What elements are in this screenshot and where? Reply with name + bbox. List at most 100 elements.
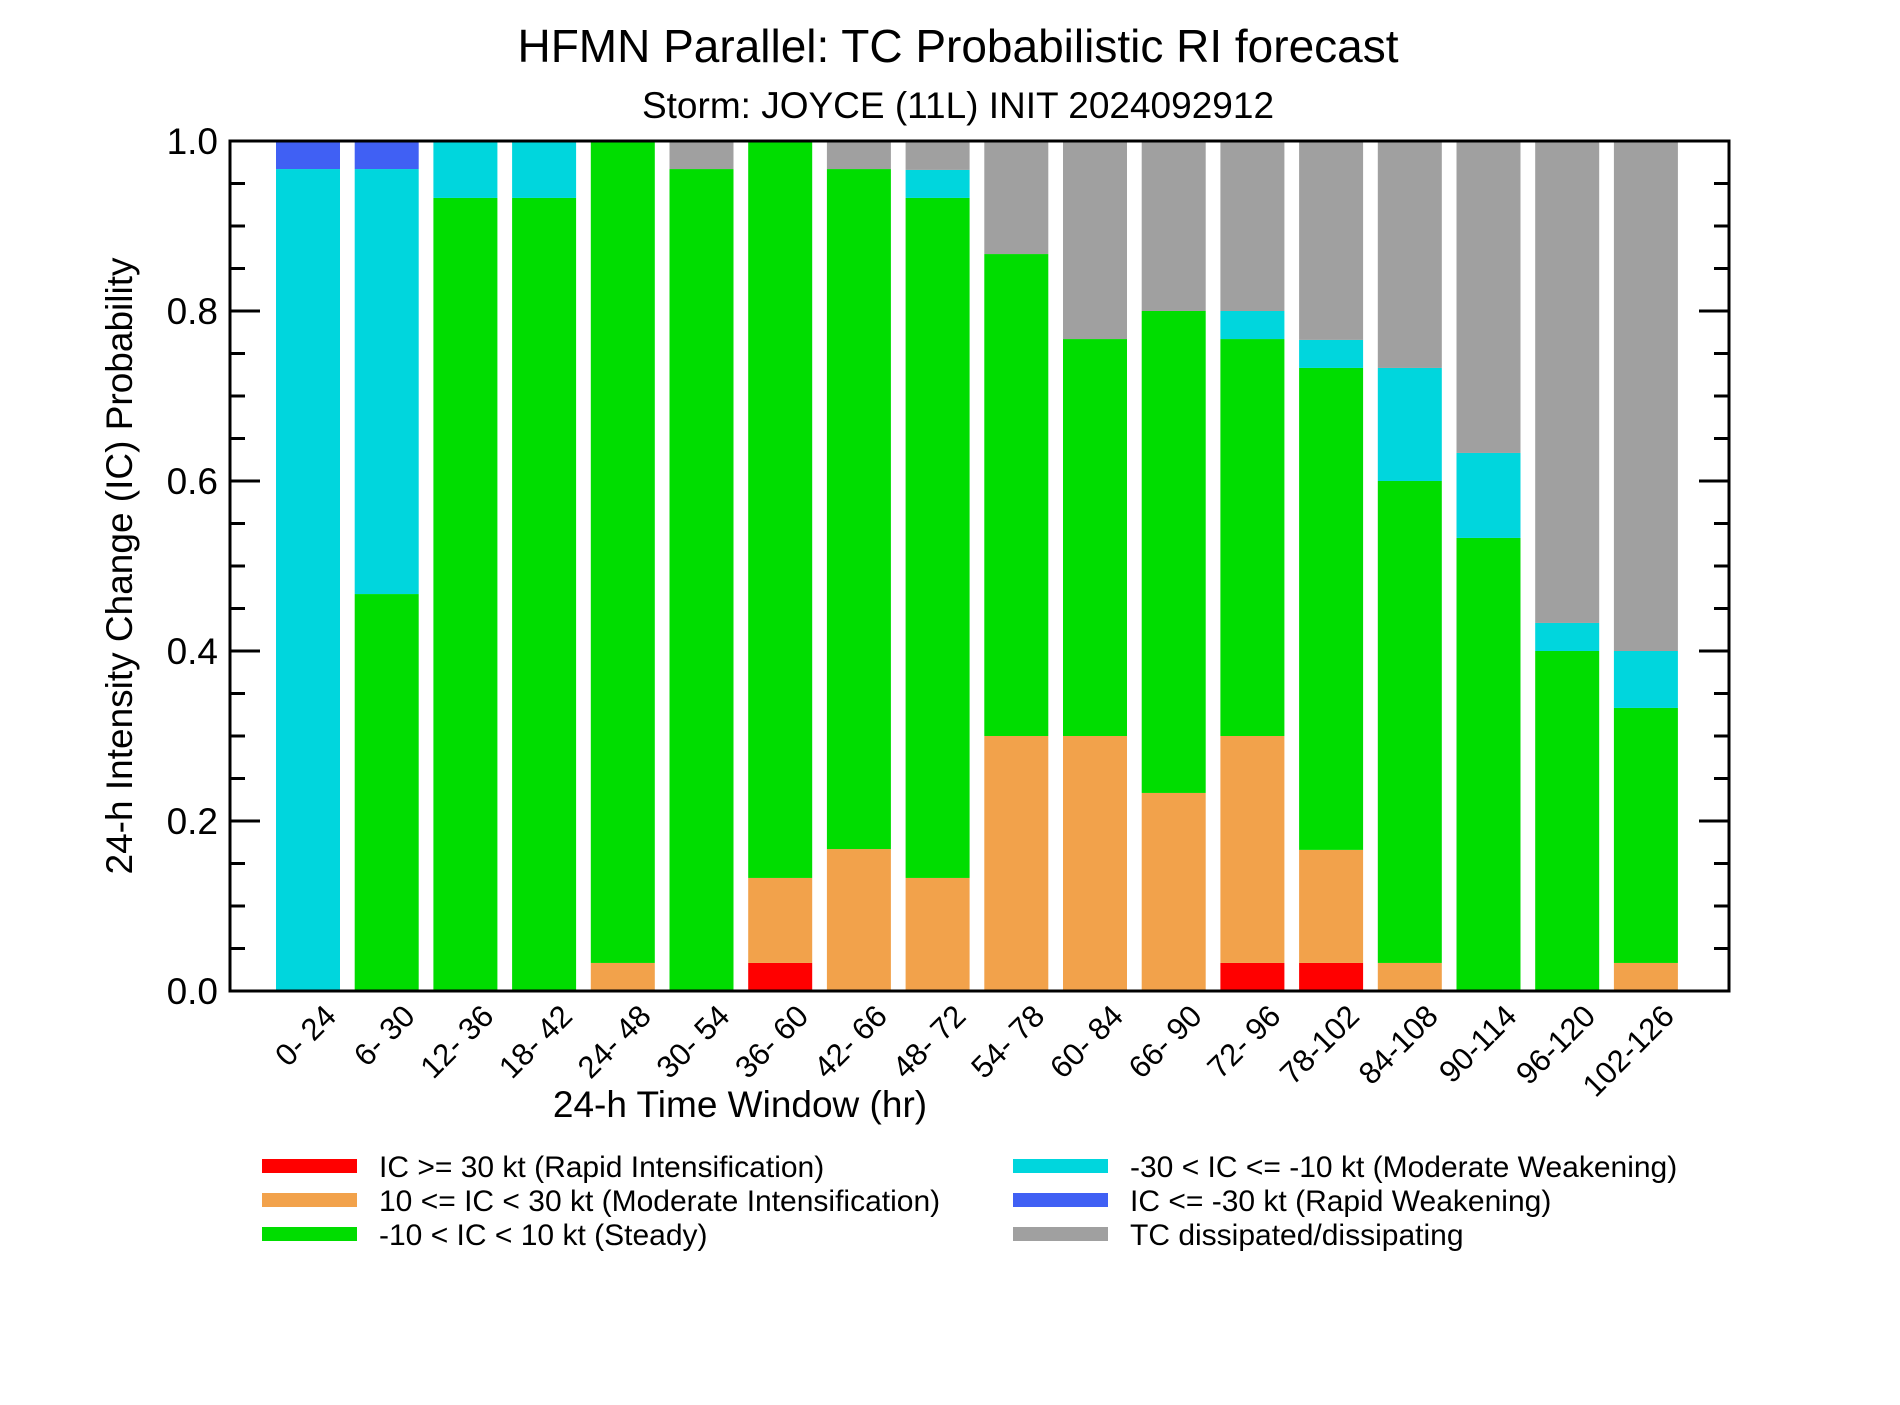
bar-segment-11-5 — [1141, 141, 1206, 311]
bar-segment-0-4 — [276, 141, 340, 170]
bar-segment-16-5 — [1535, 141, 1600, 623]
bar-segment-7-1 — [826, 849, 891, 991]
bar-segment-11-1 — [1141, 792, 1206, 991]
bar-segment-5-5 — [669, 141, 734, 170]
y-tick-label: 0.0 — [167, 971, 218, 1012]
bar-segment-1-3 — [354, 169, 419, 595]
bar-segment-7-2 — [826, 169, 891, 850]
chart-subtitle: Storm: JOYCE (11L) INIT 2024092912 — [642, 85, 1274, 126]
legend-label: TC dissipated/dissipating — [1130, 1219, 1464, 1252]
bar-segment-3-3 — [512, 141, 577, 198]
y-tick-label: 0.4 — [167, 631, 218, 672]
x-tick-label: 60- 84 — [1043, 998, 1130, 1085]
x-tick-label: 84-108 — [1352, 998, 1445, 1091]
legend-swatch — [262, 1159, 357, 1173]
bar-segment-10-1 — [1063, 736, 1127, 991]
x-tick-label: 30- 54 — [650, 998, 737, 1085]
y-tick-label: 0.8 — [167, 291, 218, 332]
plot-frame — [228, 139, 1731, 993]
bar-segment-13-2 — [1299, 367, 1364, 850]
y-axis: 0.0 0.2 0.4 0.6 0.8 1.0 — [167, 121, 1729, 1012]
bar-segment-13-1 — [1299, 849, 1364, 963]
x-axis-label: 24-h Time Window (hr) — [553, 1084, 927, 1125]
x-tick-label: 6- 30 — [347, 998, 422, 1073]
bar-segment-13-0 — [1299, 962, 1364, 991]
bar-segment-1-4 — [354, 141, 419, 170]
legend-swatch — [1013, 1227, 1108, 1241]
x-tick-label: 18- 42 — [492, 998, 579, 1085]
bar-segment-10-2 — [1063, 339, 1127, 736]
bar-segment-14-1 — [1377, 962, 1442, 991]
bar-segment-10-5 — [1063, 141, 1127, 340]
bar-segment-15-2 — [1456, 537, 1521, 991]
bar-segment-14-3 — [1377, 367, 1442, 481]
bar-segment-8-5 — [905, 141, 970, 170]
bar-segment-12-2 — [1220, 339, 1285, 736]
bar-segment-8-2 — [905, 197, 970, 878]
bar-segment-14-2 — [1377, 481, 1442, 963]
x-tick-label: 72- 96 — [1200, 998, 1287, 1085]
bar-segment-16-2 — [1535, 651, 1600, 991]
x-tick-label: 66- 90 — [1122, 998, 1209, 1085]
bar-segment-0-3 — [276, 169, 340, 992]
legend-swatch — [1013, 1159, 1108, 1173]
bar-segment-13-5 — [1299, 141, 1364, 340]
legend-swatch — [262, 1227, 357, 1241]
bar-segment-17-1 — [1613, 962, 1678, 991]
y-axis-label: 24-h Intensity Change (IC) Probability — [99, 257, 140, 874]
x-tick-label: 42- 66 — [807, 998, 894, 1085]
bar-segment-15-3 — [1456, 452, 1521, 538]
bar-segment-4-2 — [590, 141, 655, 963]
x-tick-label: 36- 60 — [728, 998, 815, 1085]
bar-segment-15-5 — [1456, 141, 1521, 453]
bar-segment-12-1 — [1220, 736, 1285, 963]
x-tick-label: 90-114 — [1432, 998, 1523, 1089]
legend-label: IC <= -30 kt (Rapid Weakening) — [1130, 1185, 1551, 1218]
x-tick-label: 54- 78 — [964, 998, 1051, 1085]
bar-segment-9-2 — [984, 254, 1049, 737]
y-tick-label: 0.6 — [167, 461, 218, 502]
legend-label: IC >= 30 kt (Rapid Intensification) — [379, 1151, 824, 1184]
bar-segment-13-3 — [1299, 339, 1364, 368]
bar-segment-9-5 — [984, 141, 1049, 255]
legend-label: 10 <= IC < 30 kt (Moderate Intensificati… — [379, 1185, 940, 1218]
bar-segment-17-5 — [1613, 141, 1678, 651]
x-tick-label: 48- 72 — [886, 998, 973, 1085]
bar-segment-8-1 — [905, 877, 970, 991]
bar-segment-4-1 — [590, 962, 655, 991]
bar-segment-6-1 — [748, 877, 813, 963]
x-tick-label: 24- 48 — [571, 998, 658, 1085]
x-tick-label: 0- 24 — [268, 998, 343, 1073]
y-tick-label: 0.2 — [167, 801, 218, 842]
bar-group — [276, 141, 1678, 992]
chart-title: HFMN Parallel: TC Probabilistic RI forec… — [517, 20, 1398, 72]
x-tick-label: 78-102 — [1273, 998, 1366, 1091]
bar-segment-12-0 — [1220, 962, 1285, 991]
bar-segment-8-3 — [905, 169, 970, 198]
bar-segment-16-3 — [1535, 622, 1600, 651]
bar-segment-17-2 — [1613, 707, 1678, 963]
bar-segment-2-2 — [433, 197, 498, 991]
legend-swatch — [262, 1193, 357, 1207]
bar-segment-7-5 — [826, 141, 891, 170]
bar-segment-17-3 — [1613, 651, 1678, 708]
legend-swatch — [1013, 1193, 1108, 1207]
bar-segment-6-2 — [748, 141, 813, 878]
bar-segment-12-5 — [1220, 141, 1285, 311]
legend-label: -10 < IC < 10 kt (Steady) — [379, 1219, 708, 1252]
bar-segment-12-3 — [1220, 311, 1285, 340]
bar-segment-5-2 — [669, 169, 734, 992]
y-tick-label: 1.0 — [167, 121, 218, 162]
legend: IC >= 30 kt (Rapid Intensification) -30 <… — [262, 1151, 1677, 1252]
bar-segment-3-2 — [512, 197, 577, 991]
bar-segment-11-2 — [1141, 311, 1206, 793]
x-tick-label: 12- 36 — [413, 998, 500, 1085]
bar-segment-1-2 — [354, 594, 419, 991]
bar-segment-6-0 — [748, 962, 813, 991]
bar-segment-9-1 — [984, 736, 1049, 991]
bar-segment-2-3 — [433, 141, 498, 198]
bar-segment-14-5 — [1377, 141, 1442, 368]
